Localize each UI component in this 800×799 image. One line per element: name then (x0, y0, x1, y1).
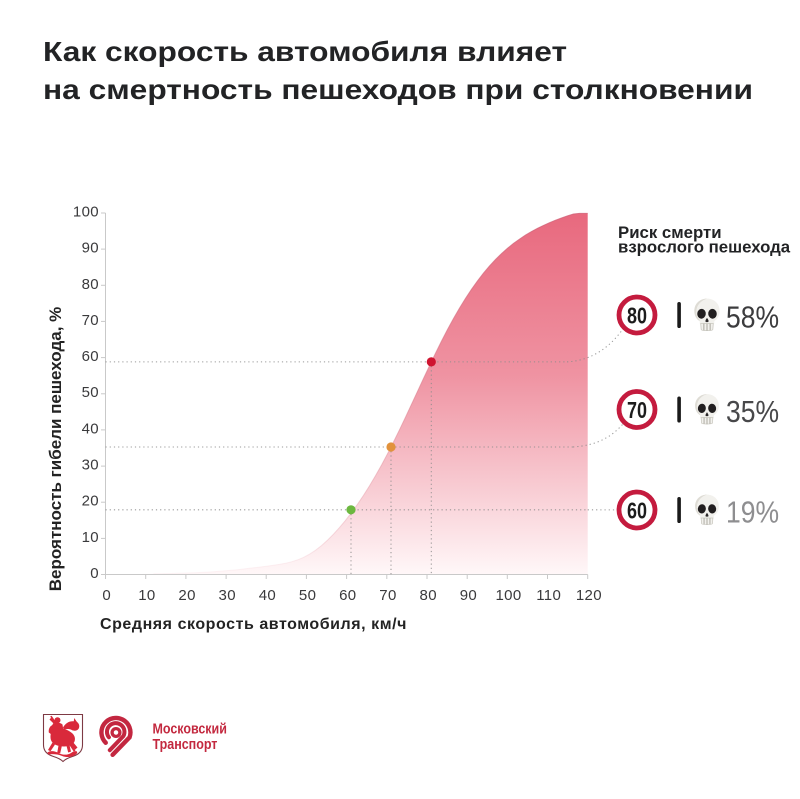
svg-text:110: 110 (536, 587, 561, 604)
svg-text:30: 30 (219, 587, 236, 604)
svg-text:0: 0 (90, 565, 99, 582)
svg-text:Вероятность гибели пешехода, %: Вероятность гибели пешехода, % (46, 307, 65, 591)
svg-text:70: 70 (379, 587, 396, 604)
svg-text:взрослого пешехода: взрослого пешехода (618, 238, 791, 257)
svg-text:30: 30 (82, 457, 99, 474)
svg-text:58%: 58% (726, 301, 779, 335)
svg-text:80: 80 (420, 587, 437, 604)
svg-text:100: 100 (73, 204, 99, 221)
svg-text:10: 10 (138, 587, 155, 604)
svg-text:Московский: Московский (153, 721, 227, 737)
svg-text:40: 40 (259, 587, 276, 604)
svg-text:80: 80 (82, 276, 99, 293)
svg-text:70: 70 (627, 398, 647, 424)
svg-text:Риск смерти: Риск смерти (618, 223, 722, 242)
svg-text:Как скорость автомобиля влияет: Как скорость автомобиля влияет (43, 37, 567, 68)
svg-text:40: 40 (82, 420, 99, 437)
svg-text:19%: 19% (726, 496, 779, 530)
svg-text:20: 20 (82, 493, 99, 510)
svg-text:0: 0 (102, 587, 111, 604)
svg-text:90: 90 (82, 240, 99, 257)
svg-text:70: 70 (82, 312, 99, 329)
svg-text:120: 120 (576, 587, 602, 604)
svg-text:Транспорт: Транспорт (153, 736, 218, 752)
svg-text:на смертность пешеходов при ст: на смертность пешеходов при столкновении (43, 75, 753, 106)
svg-text:60: 60 (339, 587, 356, 604)
svg-text:20: 20 (178, 587, 195, 604)
svg-text:10: 10 (82, 529, 99, 546)
svg-text:90: 90 (460, 587, 477, 604)
svg-text:100: 100 (495, 587, 521, 604)
svg-text:Средняя скорость автомобиля, к: Средняя скорость автомобиля, км/ч (100, 616, 407, 633)
svg-text:35%: 35% (726, 395, 779, 429)
svg-text:50: 50 (82, 384, 99, 401)
svg-text:50: 50 (299, 587, 316, 604)
svg-text:80: 80 (627, 303, 647, 329)
svg-text:60: 60 (627, 498, 647, 524)
svg-text:60: 60 (82, 348, 99, 365)
